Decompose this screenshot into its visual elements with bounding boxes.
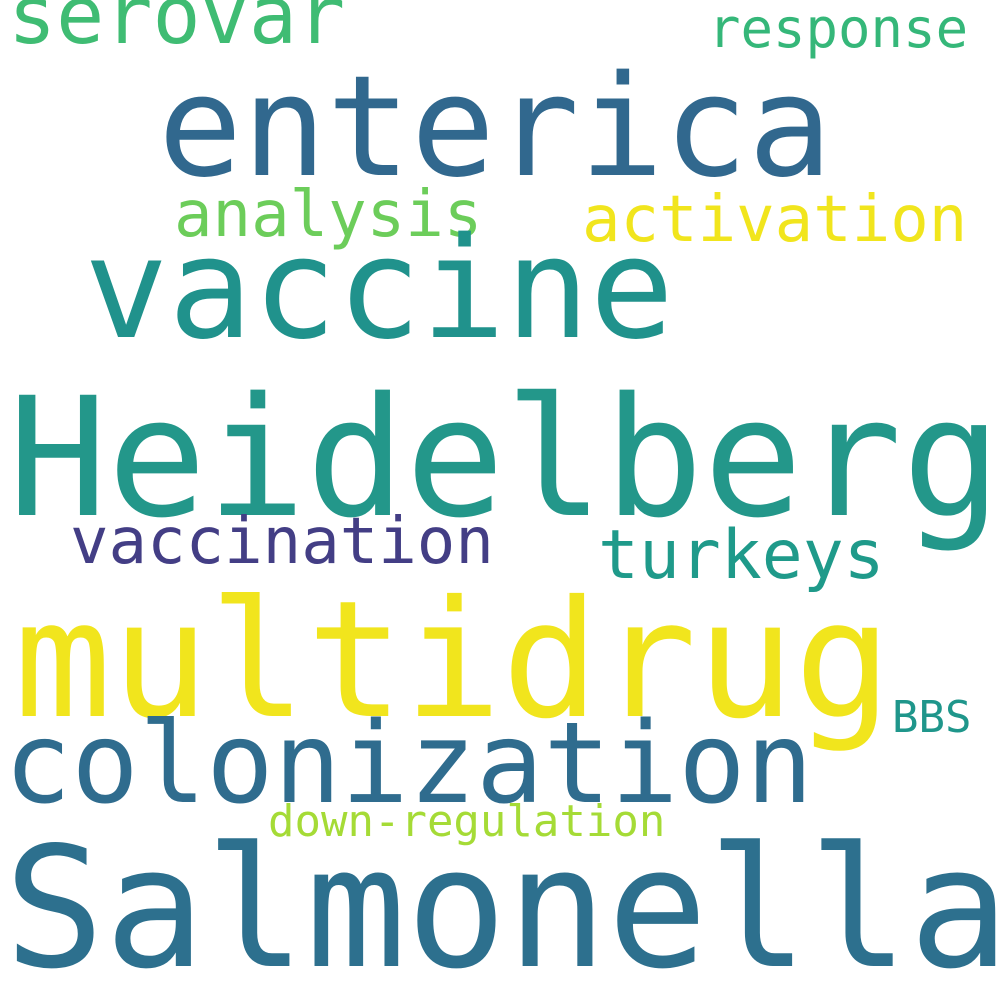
word-response: response <box>708 0 969 60</box>
word-heidelberg: Heidelberg <box>8 362 1000 554</box>
word-enterica: enterica <box>158 46 833 209</box>
word-vaccination: vaccination <box>70 505 494 579</box>
word-serovar: serovar <box>8 0 346 62</box>
word-multidrug: multidrug <box>14 567 892 755</box>
word-bbs: BBS <box>892 692 972 743</box>
word-activation: activation <box>582 183 968 257</box>
word-turkeys: turkeys <box>598 516 885 595</box>
word-down-regulation: down-regulation <box>268 796 666 847</box>
word-salmonella: Salmonella <box>4 812 1000 1000</box>
word-colonization: colonization <box>4 699 814 829</box>
word-analysis: analysis <box>174 178 483 252</box>
word-vaccine: vaccine <box>84 208 675 371</box>
